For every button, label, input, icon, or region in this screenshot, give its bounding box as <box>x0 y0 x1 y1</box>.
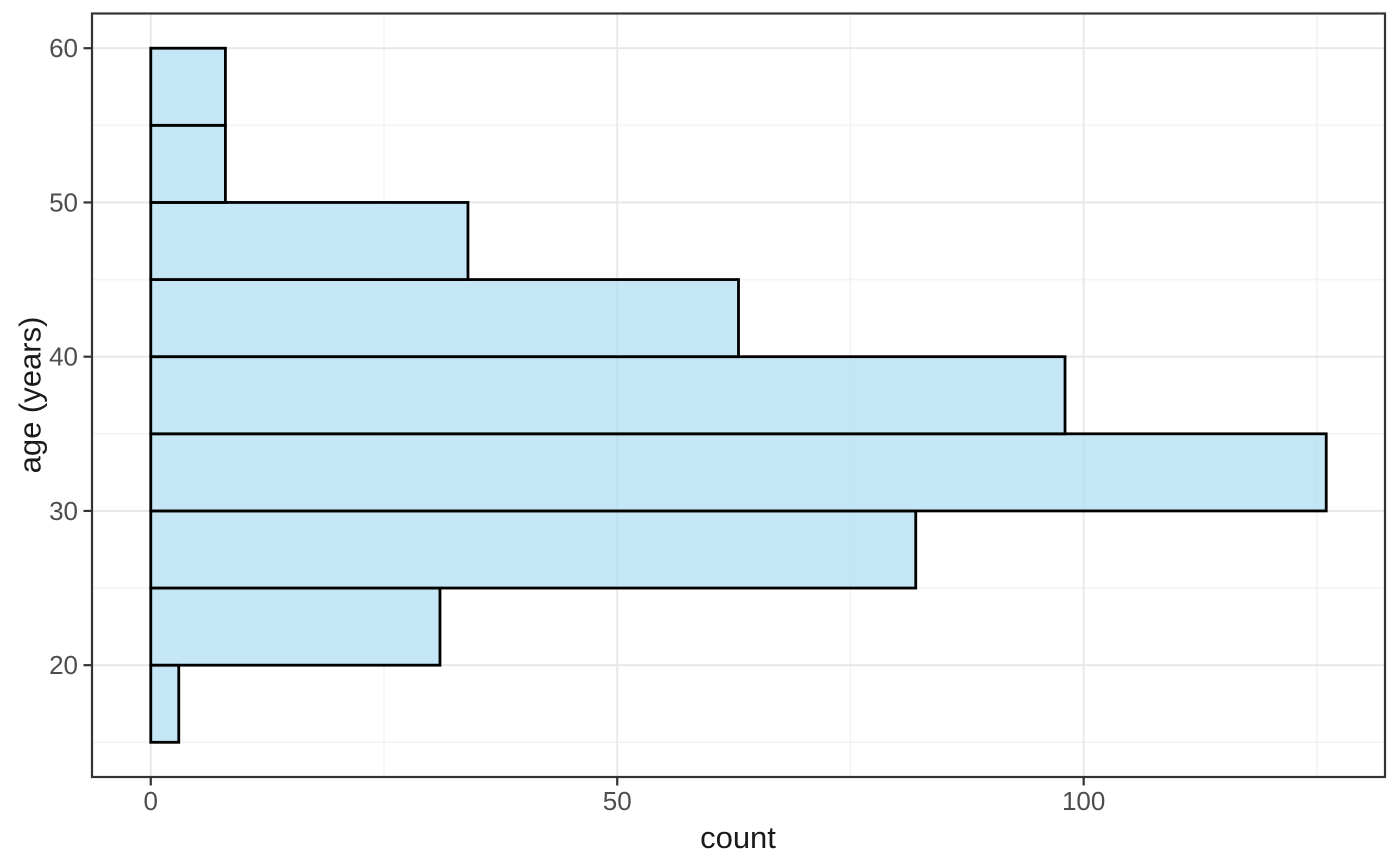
x-axis-tick-label: 100 <box>1062 786 1105 816</box>
histogram-bar <box>149 278 740 359</box>
histogram-bar <box>149 586 442 667</box>
panel-border <box>90 12 1387 779</box>
histogram-bar <box>149 355 1067 436</box>
y-axis-tick-label: 60 <box>49 33 78 63</box>
y-axis-tick-label: 50 <box>49 187 78 217</box>
y-axis-tick-label: 30 <box>49 496 78 526</box>
histogram-bar <box>149 509 918 590</box>
histogram-bar <box>149 123 227 204</box>
y-axis-tick-label: 40 <box>49 342 78 372</box>
x-axis-tick-label: 0 <box>144 786 158 816</box>
x-axis-tick-label: 50 <box>603 786 632 816</box>
histogram-bar <box>149 201 470 281</box>
y-axis-tick-label: 20 <box>49 650 78 680</box>
histogram-bar <box>149 432 1328 513</box>
histogram-bar <box>149 46 227 127</box>
histogram-bar <box>149 663 181 744</box>
y-axis-title: age (years) <box>12 316 48 474</box>
x-axis-title: count <box>700 820 776 855</box>
